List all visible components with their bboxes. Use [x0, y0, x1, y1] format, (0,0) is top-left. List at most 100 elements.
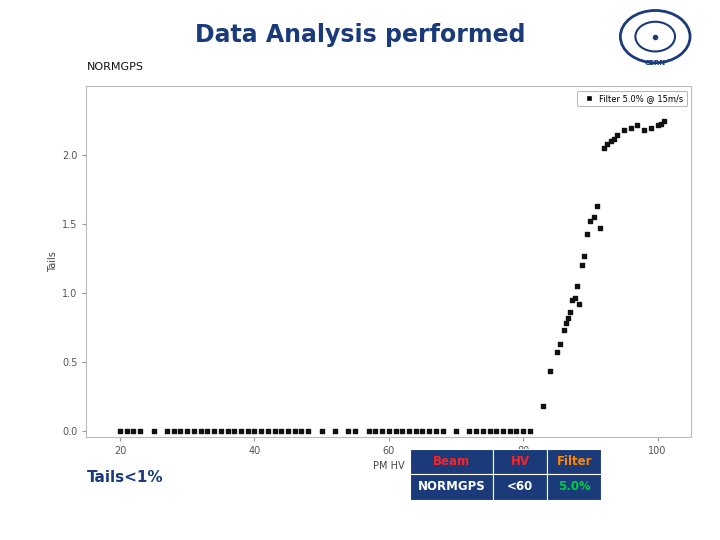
Text: 5.0%: 5.0%	[558, 480, 590, 494]
Point	[601, 140, 613, 149]
Point	[564, 308, 576, 316]
Point	[588, 213, 600, 221]
Point	[248, 426, 260, 435]
Point	[595, 224, 606, 233]
Point	[631, 120, 643, 129]
X-axis label: PM HV: PM HV	[373, 461, 405, 470]
Point	[559, 319, 571, 327]
Point	[581, 230, 593, 238]
Point	[302, 426, 314, 435]
Point	[343, 426, 354, 435]
Point	[562, 313, 574, 322]
Point	[269, 426, 280, 435]
Point	[242, 426, 253, 435]
Point	[490, 426, 502, 435]
Point	[591, 202, 603, 211]
Point	[228, 426, 240, 435]
Text: NORMGPS: NORMGPS	[86, 63, 143, 72]
Point	[655, 119, 667, 128]
Point	[611, 130, 623, 139]
Point	[296, 426, 307, 435]
Point	[571, 282, 582, 291]
Point	[282, 426, 294, 435]
Point	[450, 426, 462, 435]
Point	[477, 426, 489, 435]
Point	[625, 123, 636, 132]
Point	[168, 426, 179, 435]
Text: <60: <60	[507, 480, 534, 494]
Point	[215, 426, 227, 435]
Point	[417, 426, 428, 435]
Point	[618, 126, 630, 135]
Point	[524, 426, 536, 435]
Point	[181, 426, 193, 435]
Text: Data Analysis performed: Data Analysis performed	[194, 23, 526, 47]
Point	[498, 426, 509, 435]
Point	[605, 137, 616, 146]
Point	[175, 426, 186, 435]
Text: 28/11/2017: 28/11/2017	[14, 515, 84, 525]
Point	[544, 367, 556, 376]
Point	[161, 426, 173, 435]
Point	[369, 426, 381, 435]
Point	[652, 120, 663, 129]
Point	[222, 426, 233, 435]
Point	[573, 300, 585, 308]
Legend: Filter 5.0% @ 15m/s: Filter 5.0% @ 15m/s	[577, 91, 687, 106]
Point	[598, 144, 610, 153]
Point	[639, 126, 650, 135]
Point	[135, 426, 146, 435]
Point	[510, 426, 522, 435]
Point	[316, 426, 328, 435]
Text: Filter: Filter	[557, 455, 592, 468]
Point	[585, 217, 596, 226]
Point	[608, 134, 620, 143]
Point	[576, 261, 588, 269]
Point	[470, 426, 482, 435]
Point	[377, 426, 388, 435]
Point	[148, 426, 159, 435]
Text: CERN: CERN	[644, 60, 666, 66]
Text: HV: HV	[510, 455, 530, 468]
Point	[403, 426, 415, 435]
Point	[188, 426, 199, 435]
Point	[578, 252, 590, 260]
Point	[551, 348, 562, 356]
Point	[567, 295, 578, 304]
Point	[554, 340, 566, 348]
Point	[390, 426, 401, 435]
Point	[437, 426, 449, 435]
Point	[349, 426, 361, 435]
Point	[202, 426, 213, 435]
Point	[504, 426, 516, 435]
Point	[262, 426, 274, 435]
Point	[464, 426, 475, 435]
Point	[570, 294, 581, 303]
Point	[121, 426, 132, 435]
Point	[484, 426, 495, 435]
Y-axis label: Tails: Tails	[48, 252, 58, 272]
Point	[397, 426, 408, 435]
Point	[276, 426, 287, 435]
Point	[329, 426, 341, 435]
Point	[430, 426, 441, 435]
Point	[645, 123, 657, 132]
Point	[114, 426, 126, 435]
Point	[518, 426, 529, 435]
Point	[208, 426, 220, 435]
Point	[383, 426, 395, 435]
Point	[538, 401, 549, 410]
Point	[256, 426, 267, 435]
Point	[127, 426, 139, 435]
Point	[410, 426, 421, 435]
Point	[195, 426, 207, 435]
Text: NORMGPS: NORMGPS	[418, 480, 486, 494]
Text: E. Piselli: E. Piselli	[279, 515, 325, 525]
Point	[235, 426, 247, 435]
Point	[363, 426, 374, 435]
Point	[558, 326, 570, 334]
Point	[659, 117, 670, 125]
Text: Tails<1%: Tails<1%	[86, 470, 163, 485]
Point	[423, 426, 435, 435]
Point	[289, 426, 300, 435]
